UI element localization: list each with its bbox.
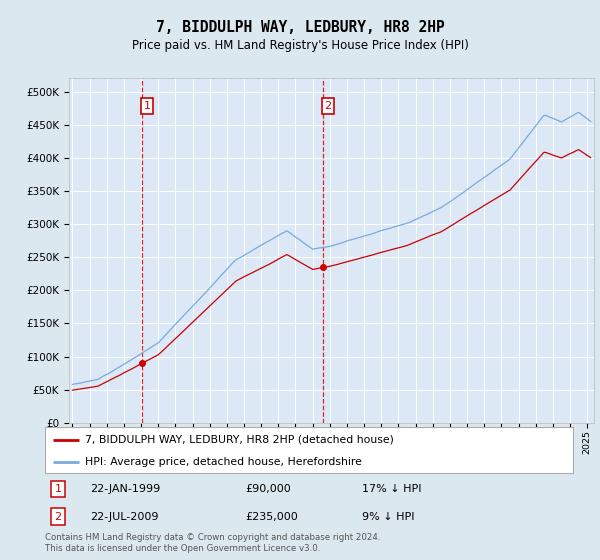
Text: 22-JUL-2009: 22-JUL-2009 xyxy=(90,512,158,521)
Text: 1: 1 xyxy=(55,484,62,494)
Text: 7, BIDDULPH WAY, LEDBURY, HR8 2HP (detached house): 7, BIDDULPH WAY, LEDBURY, HR8 2HP (detac… xyxy=(85,435,394,445)
Text: 7, BIDDULPH WAY, LEDBURY, HR8 2HP: 7, BIDDULPH WAY, LEDBURY, HR8 2HP xyxy=(155,20,445,35)
Text: 17% ↓ HPI: 17% ↓ HPI xyxy=(362,484,421,494)
Text: 1: 1 xyxy=(143,101,151,111)
Text: 9% ↓ HPI: 9% ↓ HPI xyxy=(362,512,415,521)
Text: Contains HM Land Registry data © Crown copyright and database right 2024.
This d: Contains HM Land Registry data © Crown c… xyxy=(45,533,380,553)
Text: 2: 2 xyxy=(324,101,331,111)
Text: 2: 2 xyxy=(55,512,62,521)
Text: £90,000: £90,000 xyxy=(245,484,292,494)
Text: Price paid vs. HM Land Registry's House Price Index (HPI): Price paid vs. HM Land Registry's House … xyxy=(131,39,469,52)
Text: HPI: Average price, detached house, Herefordshire: HPI: Average price, detached house, Here… xyxy=(85,457,361,466)
Text: £235,000: £235,000 xyxy=(245,512,298,521)
Text: 22-JAN-1999: 22-JAN-1999 xyxy=(90,484,160,494)
